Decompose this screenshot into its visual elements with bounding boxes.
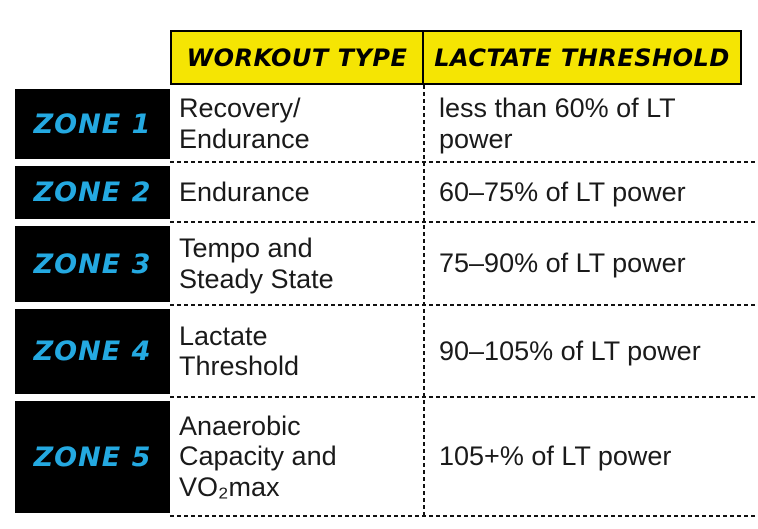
lactate-threshold-text: 60–75% of LT power bbox=[439, 176, 686, 207]
zone-badge: ZONE 2 bbox=[15, 166, 170, 219]
header-workout-type: WORKOUT TYPE bbox=[170, 30, 424, 85]
zone-label: ZONE 5 bbox=[33, 441, 152, 473]
row-divider-dashed bbox=[170, 396, 755, 398]
table-header-row: WORKOUT TYPE LACTATE THRESHOLD bbox=[170, 30, 742, 85]
zone-cell: ZONE 5 bbox=[15, 397, 170, 516]
lactate-threshold-text: 75–90% of LT power bbox=[439, 248, 686, 279]
workout-type-cell: Recovery/ Endurance bbox=[170, 85, 424, 162]
workout-type-cell: Lactate Threshold bbox=[170, 305, 424, 397]
table-row-zone-1: ZONE 1 Recovery/ Endurance less than 60%… bbox=[15, 85, 755, 162]
zone-label: ZONE 4 bbox=[33, 336, 152, 367]
zone-badge: ZONE 4 bbox=[15, 309, 170, 394]
row-divider-dashed bbox=[170, 304, 755, 306]
row-divider-dashed bbox=[170, 221, 755, 223]
table-row-zone-4: ZONE 4 Lactate Threshold 90–105% of LT p… bbox=[15, 305, 755, 397]
zone-cell: ZONE 1 bbox=[15, 85, 170, 162]
workout-type-text: Endurance bbox=[179, 176, 310, 207]
workout-type-cell: Endurance bbox=[170, 162, 424, 222]
table-row-zone-2: ZONE 2 Endurance 60–75% of LT power bbox=[15, 162, 755, 222]
lactate-threshold-cell: 75–90% of LT power bbox=[424, 222, 755, 305]
zone-cell: ZONE 3 bbox=[15, 222, 170, 305]
lactate-threshold-text: 105+% of LT power bbox=[439, 441, 672, 472]
header-lactate-threshold: LACTATE THRESHOLD bbox=[424, 30, 742, 85]
zone-label: ZONE 1 bbox=[33, 108, 152, 140]
zone-label: ZONE 2 bbox=[33, 177, 152, 208]
zone-badge: ZONE 5 bbox=[15, 401, 170, 513]
zone-cell: ZONE 2 bbox=[15, 162, 170, 222]
table-bottom-border-dashed bbox=[170, 515, 755, 517]
lactate-threshold-cell: 90–105% of LT power bbox=[424, 305, 755, 397]
table-row-zone-5: ZONE 5 Anaerobic Capacity and VO₂max 105… bbox=[15, 397, 755, 516]
column-divider-dashed bbox=[423, 85, 425, 516]
zone-label: ZONE 3 bbox=[33, 248, 152, 280]
lactate-threshold-text: 90–105% of LT power bbox=[439, 335, 701, 366]
workout-type-text: Tempo and Steady State bbox=[179, 233, 334, 294]
row-divider-dashed bbox=[170, 161, 755, 163]
workout-type-cell: Tempo and Steady State bbox=[170, 222, 424, 305]
lactate-threshold-cell: less than 60% of LT power bbox=[424, 85, 755, 162]
lactate-threshold-cell: 60–75% of LT power bbox=[424, 162, 755, 222]
lactate-threshold-text: less than 60% of LT power bbox=[439, 93, 676, 154]
workout-type-text: Anaerobic Capacity and VO₂max bbox=[179, 410, 337, 502]
workout-type-cell: Anaerobic Capacity and VO₂max bbox=[170, 397, 424, 516]
workout-type-text: Recovery/ Endurance bbox=[179, 93, 310, 154]
zone-badge: ZONE 1 bbox=[15, 89, 170, 159]
zone-cell: ZONE 4 bbox=[15, 305, 170, 397]
zone-badge: ZONE 3 bbox=[15, 226, 170, 302]
table-row-zone-3: ZONE 3 Tempo and Steady State 75–90% of … bbox=[15, 222, 755, 305]
workout-type-text: Lactate Threshold bbox=[179, 320, 300, 382]
lactate-threshold-cell: 105+% of LT power bbox=[424, 397, 755, 516]
